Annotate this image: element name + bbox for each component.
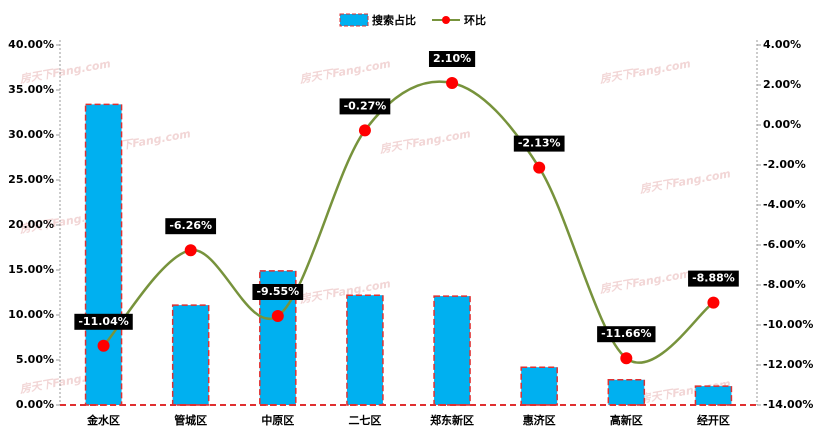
bar (346, 294, 384, 406)
line-point (620, 352, 633, 365)
line-point (358, 124, 371, 137)
data-label: -0.27% (344, 99, 387, 112)
bar (171, 304, 210, 406)
x-tick-label: 金水区 (86, 413, 120, 427)
y2-tick-label: -2.00% (763, 158, 806, 171)
legend-marker (442, 16, 450, 24)
y2-tick-label: 4.00% (763, 38, 801, 51)
y-tick-label: 20.00% (8, 218, 54, 231)
line-point (184, 244, 197, 257)
x-tick-label: 管城区 (174, 413, 207, 427)
watermark: 房天下Fang.com (638, 167, 732, 196)
line-point (97, 339, 110, 352)
watermark: 房天下Fang.com (598, 57, 692, 86)
data-label-bg (339, 98, 391, 115)
bar (520, 366, 558, 406)
data-label: -9.55% (256, 285, 299, 298)
data-label: -11.04% (78, 315, 128, 328)
bar (607, 379, 646, 406)
bar (433, 295, 471, 406)
y2-tick-label: 0.00% (763, 118, 801, 131)
y-tick-label: 0.00% (16, 398, 54, 411)
legend-swatch (339, 13, 369, 27)
watermark: 房天下Fang.com (598, 267, 692, 296)
x-tick-label: 郑东新区 (430, 413, 474, 427)
data-label-bg (74, 313, 133, 330)
x-tick-label: 二七区 (348, 413, 381, 427)
data-label-bg (688, 270, 739, 287)
line-point (271, 310, 284, 322)
y2-tick-label: -6.00% (763, 238, 806, 251)
line-point (533, 161, 546, 174)
y-tick-label: 25.00% (8, 173, 54, 186)
data-label: -6.26% (169, 219, 212, 232)
y2-tick-label: -8.00% (763, 278, 806, 291)
legend-label: 环比 (464, 13, 486, 27)
y-tick-label: 10.00% (8, 308, 54, 321)
x-tick-label: 高新区 (610, 413, 643, 427)
watermark: 房天下Fang.com (18, 57, 112, 86)
y-tick-label: 40.00% (8, 38, 54, 51)
y2-tick-label: 2.00% (763, 78, 801, 91)
watermark: 房天下Fang.com (378, 127, 472, 156)
watermark: 房天下Fang.com (298, 57, 392, 86)
data-label-bg (165, 218, 217, 235)
data-label: -8.88% (692, 272, 735, 285)
data-label: 2.10% (433, 52, 471, 65)
x-tick-label: 惠济区 (523, 413, 556, 427)
y-tick-label: 15.00% (8, 263, 54, 276)
y2-tick-label: -10.00% (763, 318, 813, 331)
y-tick-label: 30.00% (8, 128, 54, 141)
data-label-bg (252, 284, 304, 300)
data-label-bg (513, 135, 565, 152)
y2-tick-label: -14.00% (763, 398, 813, 411)
bar (84, 103, 123, 406)
legend-label: 搜索占比 (372, 13, 416, 27)
line-point (707, 296, 720, 309)
bar (694, 385, 733, 406)
y-tick-label: 35.00% (8, 83, 54, 96)
y-tick-label: 5.00% (16, 353, 54, 366)
data-label: -11.66% (601, 327, 651, 340)
data-label: -2.13% (518, 137, 561, 150)
line-point (446, 77, 459, 89)
x-tick-label: 经开区 (697, 413, 730, 427)
data-label-bg (428, 51, 476, 67)
y2-tick-label: -12.00% (763, 358, 813, 371)
data-label-bg (597, 326, 656, 343)
y2-tick-label: -4.00% (763, 198, 806, 211)
x-tick-label: 中原区 (261, 413, 294, 427)
